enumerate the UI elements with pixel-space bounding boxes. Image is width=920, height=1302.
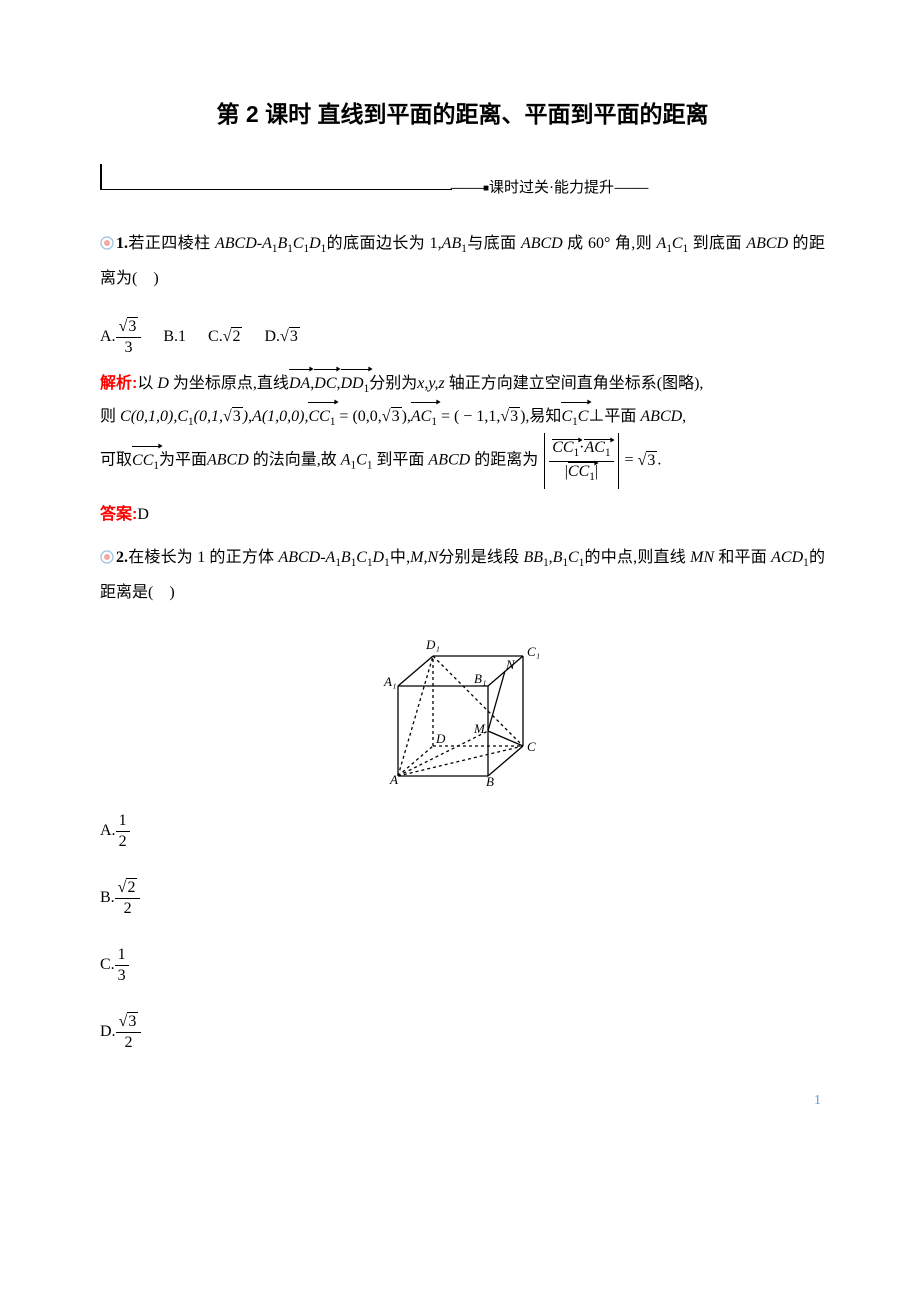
- problem-1-options: A.√33 B.1 C.√2 D.√3: [100, 317, 825, 358]
- problem-2: 2.在棱长为 1 的正方体 ABCD-A1B1C1D1中,M,N分别是线段 BB…: [100, 541, 825, 609]
- option-a: A.12: [100, 811, 825, 852]
- abs-expression: CC1·AC1 |CC1|: [544, 433, 618, 488]
- bullet-icon: [100, 550, 114, 564]
- section-header: -----------■课时过关·能力提升-----------: [100, 164, 825, 192]
- page-number: 1: [100, 1093, 825, 1109]
- section-bracket: [100, 164, 452, 190]
- cube-figure: D₁ C₁ A₁ B₁ N M D C A B: [100, 631, 825, 791]
- problem-2-options: A.12 B.√22 C.13 D.√32: [100, 811, 825, 1053]
- option-b: B.1: [163, 319, 186, 356]
- fig-label-b: B: [486, 774, 494, 786]
- option-d: D.√32: [100, 1012, 825, 1053]
- problem-1: 1.若正四棱柱 ABCD-A1B1C1D1的底面边长为 1,AB1与底面 ABC…: [100, 227, 825, 295]
- solution-1: 解析:以 D 为坐标原点,直线DA,DC,DD1分别为x,y,z 轴正方向建立空…: [100, 368, 825, 489]
- page-title: 第 2 课时 直线到平面的距离、平面到平面的距离: [100, 95, 825, 129]
- option-a: A.√33: [100, 317, 141, 358]
- answer-label: 答案:: [100, 506, 137, 523]
- fig-label-n: N: [505, 657, 516, 672]
- fig-label-d1: D₁: [425, 637, 440, 652]
- option-b: B.√22: [100, 878, 825, 919]
- problem-number: 2.: [116, 549, 128, 566]
- answer-1: 答案:D: [100, 499, 825, 531]
- fig-label-d: D: [435, 731, 446, 746]
- section-label: -----------■课时过关·能力提升-----------: [450, 176, 647, 197]
- fig-label-m: M: [473, 721, 486, 736]
- fig-label-a: A: [389, 772, 398, 786]
- option-d: D.√3: [264, 319, 299, 356]
- problem-number: 1.: [116, 235, 128, 252]
- bullet-icon: [100, 236, 114, 250]
- fig-label-c: C: [527, 739, 536, 754]
- fig-label-c1: C₁: [527, 644, 540, 659]
- option-c: C.√2: [208, 319, 242, 356]
- fig-label-a1: A₁: [383, 674, 396, 689]
- option-c: C.13: [100, 945, 825, 986]
- solution-label: 解析:: [100, 375, 137, 392]
- fig-label-b1: B₁: [474, 671, 486, 686]
